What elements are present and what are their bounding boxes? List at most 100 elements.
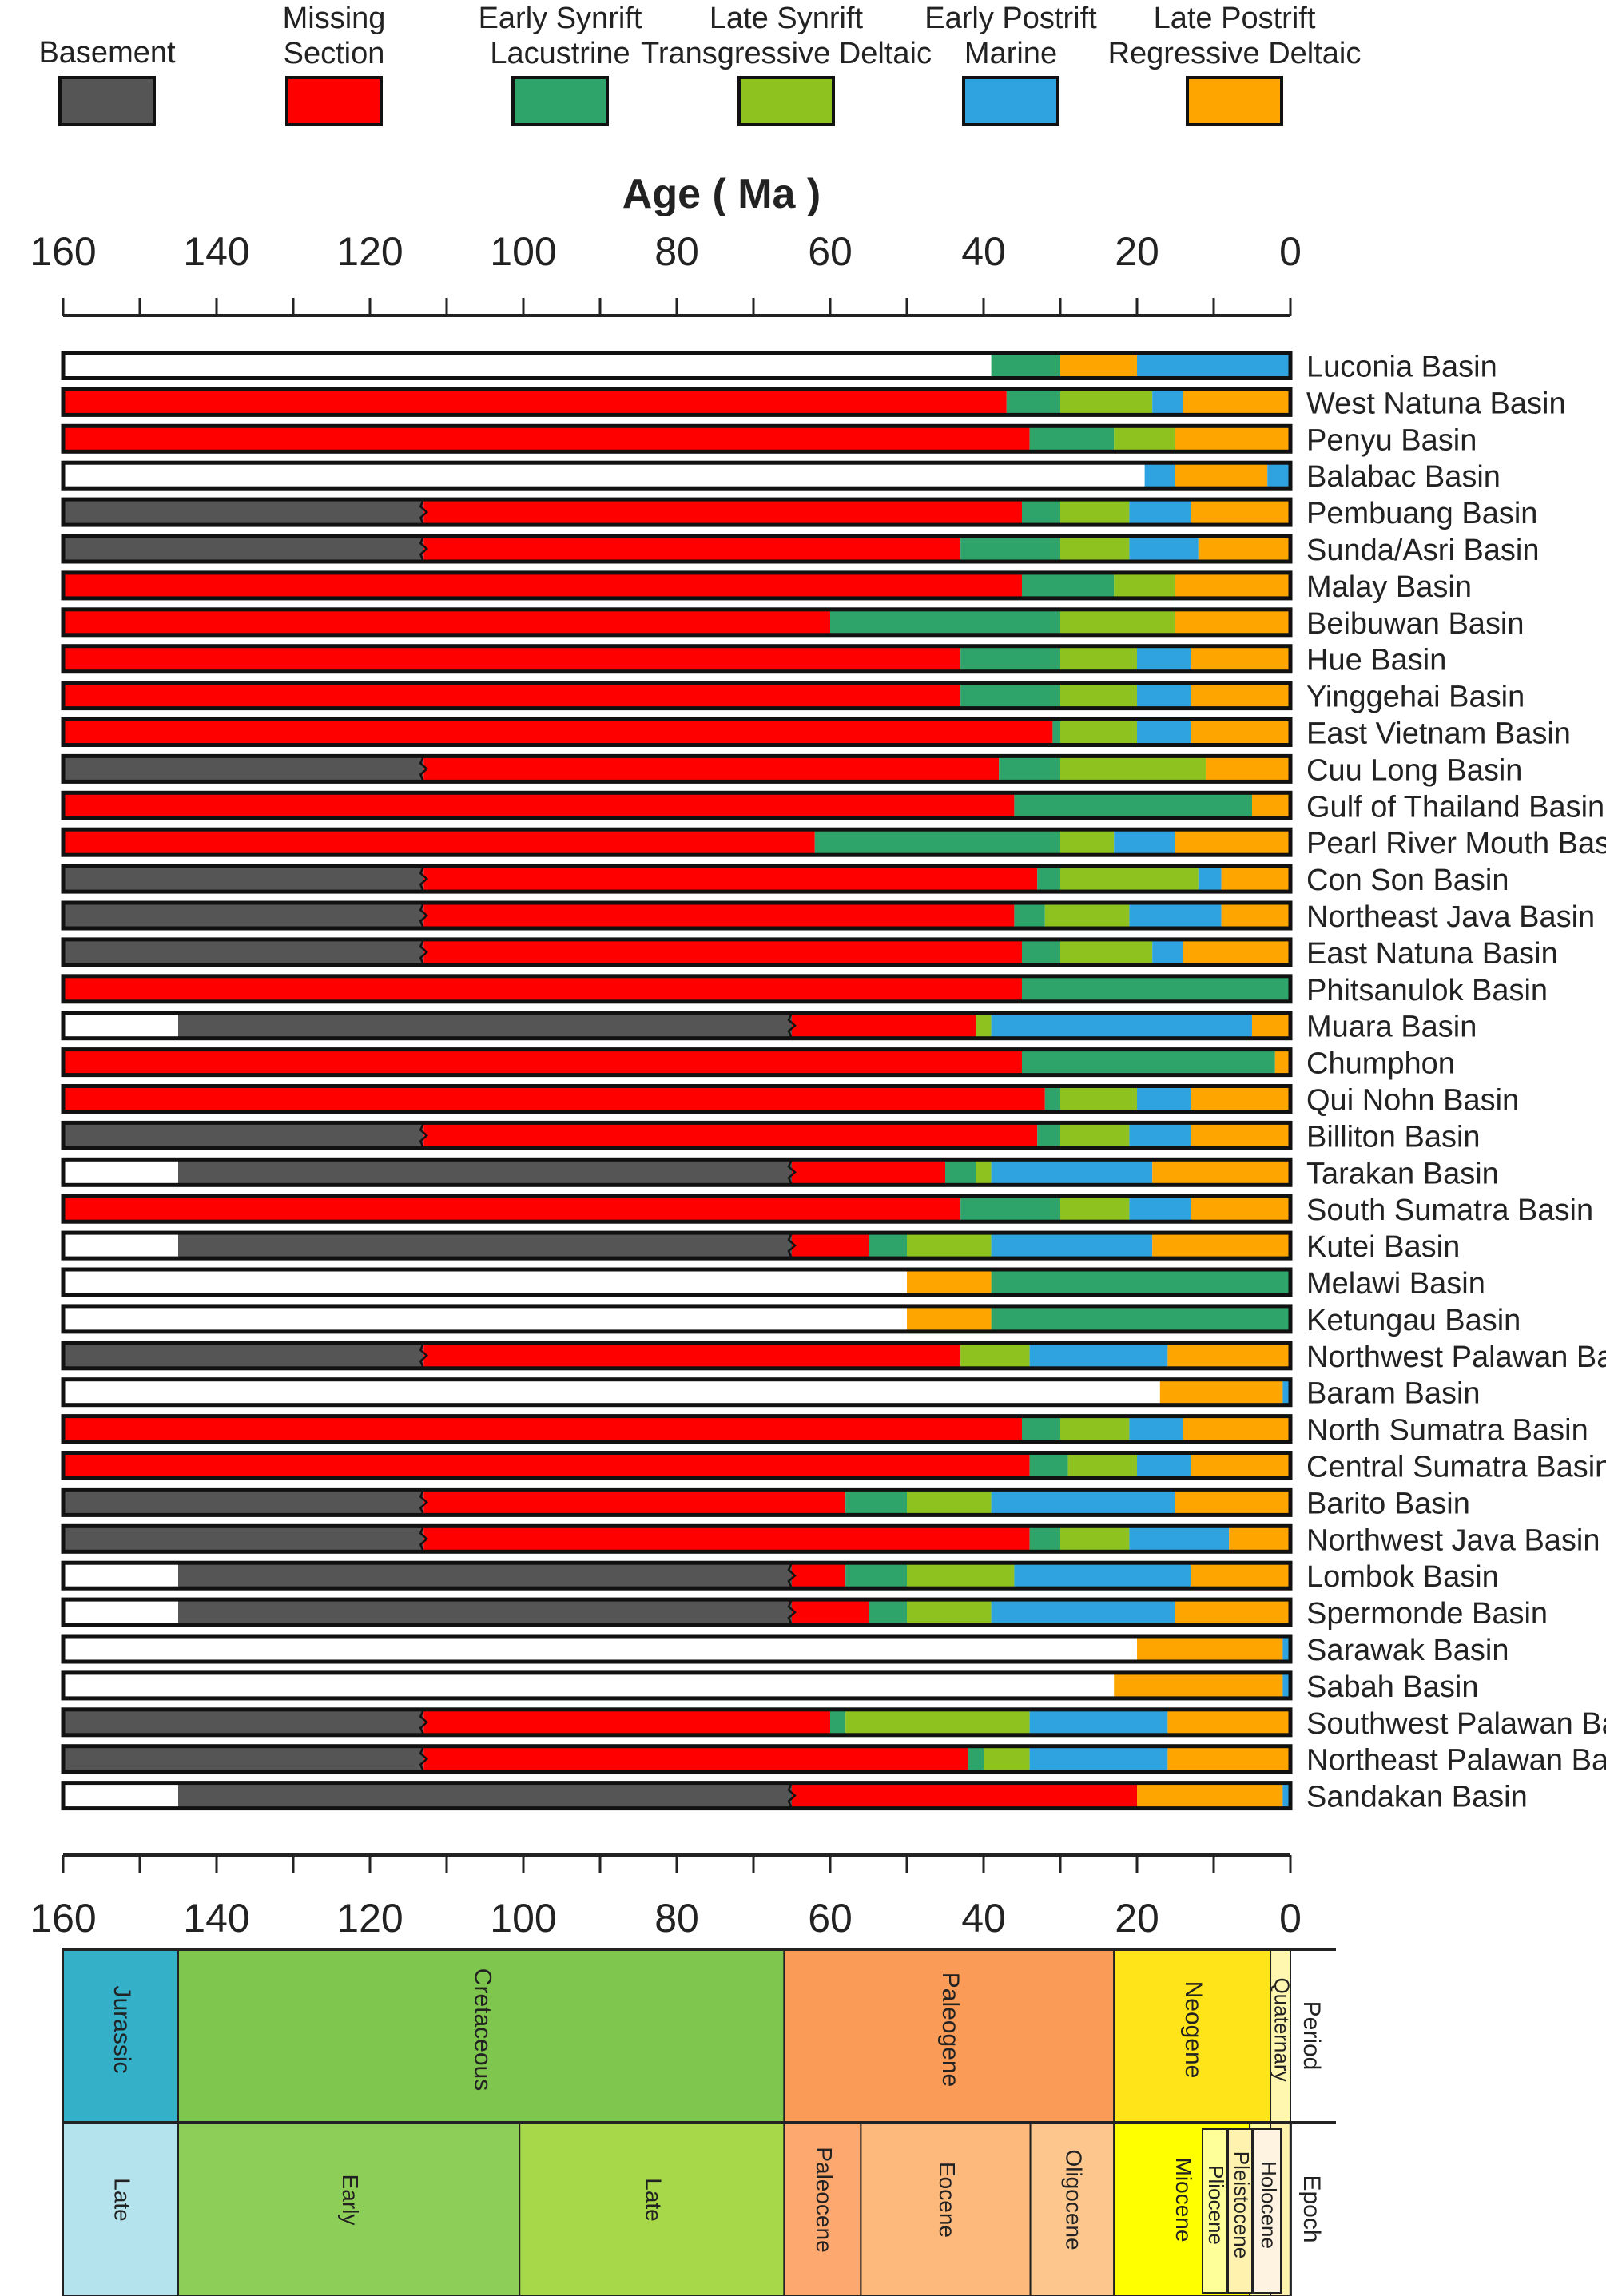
bar-segment-missing (792, 1233, 869, 1259)
timescale-label: Oligocene (1061, 2149, 1086, 2250)
legend-swatch (285, 76, 383, 126)
bar-segment-early_synrift (1022, 499, 1060, 526)
basin-label: Southwest Palawan Basin (1306, 1707, 1606, 1741)
bar-segment-late_postrift (1191, 1196, 1290, 1222)
basin-row: Qui Nohn Basin (61, 1084, 1519, 1118)
bar-outline (61, 1414, 1293, 1444)
bar-segment-basement (63, 939, 424, 965)
bar-segment-early_synrift (1006, 389, 1060, 415)
basin-row: Billiton Basin (61, 1120, 1481, 1154)
axis-title: Age ( Ma ) (622, 171, 821, 217)
bar-segment-late_postrift (1252, 1012, 1290, 1039)
bar-segment-early_synrift (845, 1563, 907, 1589)
bar-segment-late_postrift (1198, 536, 1290, 562)
bar-segment-early_postrift (1129, 499, 1191, 526)
bar-segment-missing (63, 975, 1022, 1002)
bar-outline (61, 937, 1293, 967)
unconformity-mark (787, 1232, 797, 1259)
bar-segment-basement (178, 1233, 792, 1259)
basin-label: Sandakan Basin (1306, 1781, 1528, 1814)
bar-segment-late_postrift (1175, 572, 1290, 598)
timescale-label: Late (110, 2178, 135, 2222)
bar-outline (61, 1120, 1293, 1150)
bar-outline (61, 1011, 1293, 1041)
top-tick-label: 100 (490, 229, 556, 274)
bar-segment-late_synrift (907, 1233, 992, 1259)
basin-label: Con Son Basin (1306, 864, 1509, 897)
bar-outline (61, 1744, 1293, 1774)
bar-segment-basement (63, 1122, 424, 1149)
bar-segment-missing (63, 829, 815, 856)
bar-segment-basement (63, 866, 424, 892)
bar-segment-late_synrift (1060, 719, 1137, 745)
bar-segment-basement (63, 536, 424, 562)
bar-segment-early_postrift (1129, 1196, 1191, 1222)
basin-label: Pearl River Mouth Basin (1306, 827, 1606, 860)
unconformity-mark (787, 1599, 797, 1626)
bar-outline (61, 717, 1293, 747)
legend-label: Lacustrine (490, 37, 630, 70)
bar-segment-late_synrift (1060, 1416, 1130, 1442)
basin-row: Lombok Basin (61, 1560, 1499, 1594)
bar-segment-late_synrift (1067, 1452, 1137, 1479)
bar-segment-late_postrift (1175, 1599, 1290, 1626)
bar-segment-early_synrift (960, 1196, 1060, 1222)
basin-row: Hue Basin (61, 644, 1446, 677)
bar-segment-early_postrift (1129, 1526, 1230, 1552)
bar-segment-early_postrift (1282, 1379, 1290, 1405)
bar-segment-early_synrift (1022, 1049, 1275, 1075)
basin-label: Sabah Basin (1306, 1670, 1479, 1704)
bar-outline (61, 1707, 1293, 1738)
bar-segment-missing (423, 499, 1022, 526)
bar-segment-late_postrift (1137, 1636, 1283, 1662)
bar-segment-late_synrift (1060, 756, 1206, 782)
basin-row: Northwest Java Basin (61, 1523, 1600, 1557)
bar-segment-none (63, 1599, 178, 1626)
bar-outline (61, 1267, 1293, 1297)
basin-row: Spermonde Basin (61, 1597, 1548, 1631)
bar-segment-late_synrift (1060, 646, 1137, 672)
bar-outline (61, 534, 1293, 564)
top-tick-label: 140 (183, 229, 249, 274)
bar-segment-early_postrift (1144, 463, 1175, 489)
bar-segment-basement (63, 903, 424, 928)
legend-label: Section (284, 37, 385, 70)
basin-row: Balabac Basin (61, 460, 1501, 494)
unconformity-mark (419, 1525, 429, 1552)
bar-segment-missing (423, 1489, 846, 1515)
bottom-tick-label: 40 (961, 1896, 1006, 1940)
basin-label: Tarakan Basin (1306, 1157, 1499, 1190)
bar-segment-early_postrift (1014, 1563, 1191, 1589)
bar-segment-late_postrift (1183, 389, 1290, 415)
unconformity-mark (419, 1488, 429, 1515)
bar-segment-early_synrift (830, 1709, 846, 1735)
top-tick-label: 160 (30, 229, 96, 274)
bar-segment-late_postrift (1152, 1233, 1290, 1259)
bar-outline (61, 681, 1293, 711)
bar-segment-missing (423, 1746, 968, 1772)
basin-label: Beibuwan Basin (1306, 607, 1525, 641)
epoch-tab-holocene: Holocene (1253, 2128, 1282, 2294)
bar-segment-early_postrift (991, 1599, 1175, 1626)
bottom-tick-label: 160 (30, 1896, 96, 1940)
bar-outline (61, 1047, 1293, 1078)
bar-segment-late_synrift (1060, 1086, 1137, 1112)
bar-segment-late_postrift (1175, 426, 1290, 452)
basin-label: Central Sumatra Basin (1306, 1451, 1606, 1484)
legend-label: Early Postrift (924, 2, 1097, 35)
legend-label: Marine (964, 37, 1057, 70)
basin-label: Cuu Long Basin (1306, 753, 1522, 787)
bar-segment-early_postrift (1198, 866, 1222, 892)
bar-segment-early_postrift (1129, 536, 1199, 562)
bottom-tick-label: 60 (808, 1896, 853, 1940)
basin-label: Gulf of Thailand Basin (1306, 790, 1604, 824)
basin-row: Sabah Basin (61, 1670, 1479, 1704)
bar-segment-early_synrift (1022, 939, 1060, 965)
bar-segment-late_postrift (1175, 609, 1290, 635)
bar-segment-late_postrift (1152, 1159, 1290, 1186)
bar-segment-late_postrift (1274, 1049, 1290, 1075)
basin-row: Penyu Basin (61, 423, 1477, 457)
bar-segment-none (63, 1563, 178, 1589)
period-cell (783, 1948, 1115, 2123)
